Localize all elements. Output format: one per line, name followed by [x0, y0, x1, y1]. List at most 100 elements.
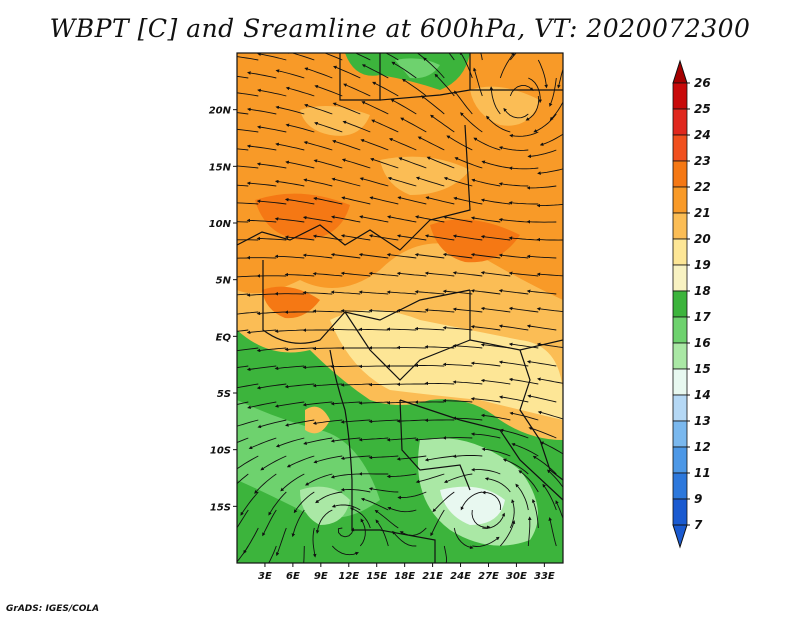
streamline: [499, 395, 529, 403]
streamline: [489, 86, 501, 115]
streamline: [332, 102, 361, 115]
streamline: [246, 293, 277, 297]
streamline: [237, 56, 259, 61]
streamline: [237, 293, 249, 296]
streamline: [246, 365, 277, 372]
streamline: [368, 382, 399, 387]
streamline: [498, 289, 529, 295]
streamline: [536, 203, 563, 208]
streamline: [443, 215, 473, 223]
streamline: [470, 432, 501, 439]
streamline: [337, 527, 355, 538]
streamline: [473, 67, 483, 97]
streamline: [471, 509, 491, 529]
streamline: [498, 146, 529, 151]
colorbar-segment: [672, 82, 688, 110]
streamline: [340, 383, 371, 387]
streamline: [341, 196, 371, 205]
y-tick-label: 10N: [209, 219, 232, 230]
streamline: [459, 53, 473, 79]
streamline: [528, 77, 542, 104]
streamline: [285, 86, 315, 97]
streamline: [549, 77, 557, 107]
x-tick-label: 9E: [314, 571, 328, 582]
streamline: [499, 53, 515, 79]
y-tick-label: 10S: [210, 446, 231, 457]
streamline: [331, 177, 361, 187]
streamline: [424, 455, 455, 462]
streamline: [313, 159, 343, 169]
y-tick-label: EQ: [216, 332, 232, 343]
streamline: [256, 162, 287, 169]
streamline: [349, 507, 371, 529]
streamline: [452, 454, 483, 459]
streamline: [302, 401, 333, 407]
streamline: [424, 271, 455, 277]
streamline: [480, 378, 511, 385]
streamline: [358, 252, 389, 259]
streamline: [313, 455, 343, 464]
streamline: [416, 53, 427, 61]
streamline: [460, 491, 483, 511]
streamline: [237, 221, 249, 223]
streamline: [280, 473, 305, 492]
streamline: [518, 470, 539, 493]
streamline: [302, 253, 333, 259]
streamline: [527, 516, 532, 547]
streamline: [237, 329, 249, 332]
streamline: [343, 83, 371, 97]
streamline: [275, 142, 305, 151]
streamline: [284, 383, 315, 389]
streamline: [548, 517, 557, 547]
streamline: [432, 491, 455, 513]
streamline: [396, 308, 427, 313]
streamline: [537, 59, 548, 89]
streamline: [430, 114, 455, 133]
streamline: [452, 416, 483, 421]
streamline: [262, 509, 277, 537]
streamline: [342, 120, 371, 133]
colorbar-label: 11: [694, 466, 711, 480]
streamline: [305, 473, 333, 486]
streamline: [397, 196, 427, 205]
streamline: [333, 65, 361, 79]
x-tick-label: 18E: [394, 571, 415, 582]
streamline: [237, 437, 249, 443]
streamline: [386, 401, 417, 405]
streamline: [354, 53, 371, 61]
streamline: [302, 215, 333, 223]
streamline: [260, 455, 287, 471]
streamline: [526, 185, 557, 190]
streamline: [323, 53, 343, 61]
streamline: [401, 78, 427, 97]
streamline: [275, 69, 305, 79]
colorbar-label: 14: [694, 388, 711, 402]
colorbar-segment: [672, 316, 688, 344]
streamline: [330, 327, 361, 332]
streamline: [443, 545, 447, 563]
streamline: [422, 57, 445, 79]
streamline: [498, 217, 529, 223]
streamline: [424, 381, 455, 386]
streamline: [508, 166, 539, 170]
streamline: [414, 252, 445, 259]
streamline: [536, 237, 563, 242]
streamline: [471, 178, 501, 187]
streamline: [386, 290, 417, 295]
streamline: [446, 135, 473, 151]
colorbar-segment: [672, 420, 688, 448]
streamline: [312, 346, 343, 351]
colorbar-label: 7: [694, 518, 703, 532]
streamline: [256, 236, 287, 241]
streamline: [480, 234, 511, 241]
streamline: [275, 105, 305, 115]
colorbar-segment: [672, 342, 688, 370]
y-axis: 20N 15N 10N 5N EQ 5S 10S 15S: [209, 106, 237, 513]
streamline: [285, 123, 315, 133]
streamline: [237, 148, 249, 151]
streamline: [358, 401, 389, 405]
streamline: [284, 235, 315, 241]
streamline: [332, 139, 361, 151]
streamline: [330, 290, 361, 295]
streamline: [470, 252, 501, 259]
